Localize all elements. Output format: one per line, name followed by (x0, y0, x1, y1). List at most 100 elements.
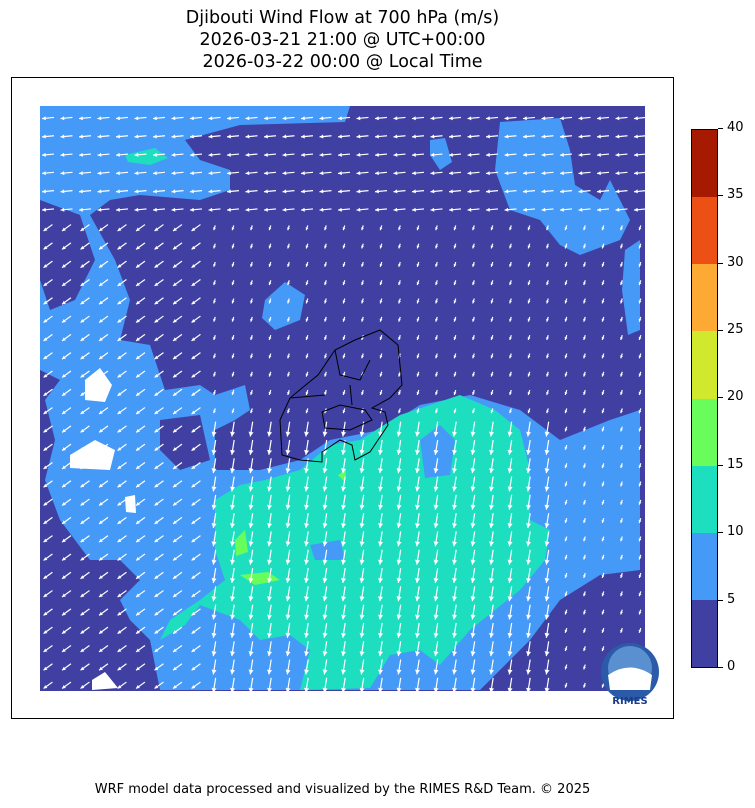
wind-arrow-head (453, 391, 457, 395)
wind-arrow-head (638, 391, 642, 395)
wind-arrow-head (80, 300, 85, 305)
wind-arrow-head (504, 134, 509, 139)
wind-arrow-head (62, 520, 66, 524)
wind-arrow-head (267, 504, 273, 510)
wind-arrow-head (248, 431, 254, 437)
wind-arrow-head (285, 449, 291, 455)
wind-arrow-head (527, 282, 531, 286)
wind-arrow-head (638, 574, 642, 578)
wind-arrow-head (341, 449, 347, 455)
wind-arrow-head (526, 596, 532, 602)
wind-arrow-head (527, 391, 531, 395)
wind-arrow-head (173, 556, 177, 561)
wind-arrow-head (452, 559, 458, 565)
wind-arrow-head (601, 245, 605, 249)
wind-arrow-head (319, 189, 324, 194)
wind-arrow-head (634, 134, 638, 139)
wind-arrow-head (342, 318, 346, 322)
wind-arrow-head (173, 355, 177, 360)
wind-arrow-head (601, 556, 605, 560)
wind-arrow-head (378, 687, 384, 693)
wind-arrow-head (117, 648, 122, 652)
wind-arrow-head (359, 449, 365, 455)
wind-arrow-head (136, 685, 140, 689)
wind-arrow-head (546, 263, 549, 267)
wind-arrow-head (211, 449, 217, 455)
wind-arrow-head (99, 428, 103, 433)
wind-arrow-head (453, 282, 457, 286)
wind-arrow-head (304, 687, 310, 693)
wind-arrow-head (398, 245, 401, 249)
wind-arrow-head (304, 577, 310, 583)
wind-arrow-head (560, 134, 564, 139)
wind-arrow-head (341, 632, 347, 638)
wind-arrow-head (620, 593, 623, 597)
wind-arrow-head (173, 465, 177, 469)
wind-arrow-head (99, 300, 103, 305)
wind-arrow-head (227, 189, 231, 194)
wind-arrow-head (322, 687, 328, 693)
wind-arrow-head (541, 152, 546, 157)
wind-arrow-head (43, 630, 48, 634)
wind-arrow-head (231, 318, 235, 322)
wind-arrow-head (393, 207, 398, 212)
wind-arrow-head (154, 319, 159, 323)
wind-arrow-head (601, 501, 605, 505)
wind-arrow-head (136, 264, 140, 268)
wind-arrow-head (452, 431, 458, 437)
wind-arrow-head (117, 245, 122, 250)
wind-arrow-head (378, 468, 384, 474)
wind-arrow-head (136, 630, 140, 634)
wind-arrow-head (564, 318, 568, 322)
wind-arrow-head (305, 373, 309, 377)
wind-arrow-head (359, 468, 365, 474)
wind-arrow-head (213, 337, 216, 340)
wind-arrow-head (191, 502, 196, 506)
wind-arrow-head (99, 666, 103, 671)
wind-arrow-head (248, 486, 254, 492)
wind-arrow-head (80, 483, 85, 488)
wind-arrow-head (99, 520, 103, 524)
wind-arrow-head (526, 577, 532, 583)
wind-arrow-head (211, 523, 217, 529)
wind-arrow-head (136, 300, 140, 305)
wind-arrow-head (507, 632, 513, 638)
wind-arrow-head (526, 523, 532, 529)
wind-arrow-head (620, 611, 623, 615)
wind-arrow-head (250, 300, 253, 304)
wind-arrow-head (452, 632, 458, 638)
wind-arrow-head (378, 596, 384, 602)
wind-arrow-head (396, 541, 402, 547)
wind-arrow-head (583, 282, 586, 286)
wind-arrow-head (507, 541, 513, 547)
logo-text: RIMES (612, 696, 647, 707)
wind-arrow-head (583, 538, 586, 542)
wind-arrow-head (620, 410, 623, 414)
wind-arrow-head (154, 282, 159, 286)
wind-arrow-head (433, 669, 439, 675)
wind-arrow-head (396, 486, 402, 492)
wind-arrow-head (80, 355, 85, 360)
wind-arrow-head (379, 318, 383, 322)
wind-arrow-head (527, 245, 531, 249)
wind-arrow-head (134, 171, 139, 176)
wind-arrow-head (433, 687, 439, 693)
wind-arrow-head (154, 373, 159, 378)
wind-arrow-head (116, 189, 120, 194)
wind-arrow-head (486, 189, 490, 194)
wind-arrow-head (134, 189, 139, 194)
wind-arrow-head (268, 282, 272, 286)
wind-arrow-head (379, 355, 383, 359)
wind-arrow-head (433, 486, 439, 492)
wind-arrow-head (250, 337, 253, 340)
wind-arrow-head (338, 152, 342, 157)
wind-arrow-head (638, 373, 642, 377)
wind-arrow-head (583, 666, 586, 670)
wind-arrow-head (453, 355, 457, 359)
wind-arrow-head (504, 207, 509, 212)
wind-arrow-head (97, 134, 102, 139)
wind-arrow-head (62, 300, 66, 305)
wind-arrow-head (231, 391, 235, 395)
wind-arrow-head (190, 171, 194, 176)
